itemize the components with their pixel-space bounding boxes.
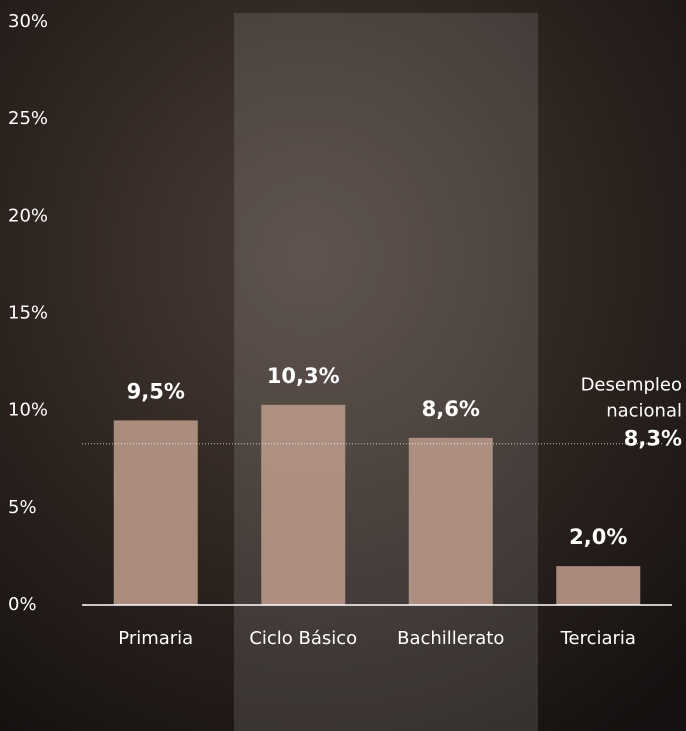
y-tick-label: 15%	[8, 303, 48, 324]
bar	[261, 404, 346, 605]
x-tick-label: Bachillerato	[397, 628, 504, 649]
y-tick-label: 5%	[8, 497, 37, 518]
bar	[113, 420, 198, 605]
y-tick-label: 20%	[8, 205, 48, 226]
x-tick-label: Terciaria	[560, 628, 636, 649]
y-tick-label: 30%	[8, 11, 48, 32]
y-tick-label: 25%	[8, 108, 48, 129]
reference-label: nacional	[606, 401, 682, 422]
reference-label: Desempleo	[581, 375, 682, 396]
x-tick-label: Ciclo Básico	[249, 628, 357, 649]
x-tick-label: Primaria	[118, 628, 193, 649]
value-label: 9,5%	[127, 379, 185, 403]
value-label: 2,0%	[569, 525, 627, 549]
y-tick-label: 0%	[8, 594, 37, 615]
bar	[556, 566, 641, 605]
value-label: 8,6%	[422, 397, 480, 421]
reference-value-label: 8,3%	[624, 427, 682, 451]
value-label: 10,3%	[267, 364, 340, 388]
bar	[408, 437, 493, 605]
highlight-column	[234, 13, 538, 731]
y-tick-label: 10%	[8, 400, 48, 421]
